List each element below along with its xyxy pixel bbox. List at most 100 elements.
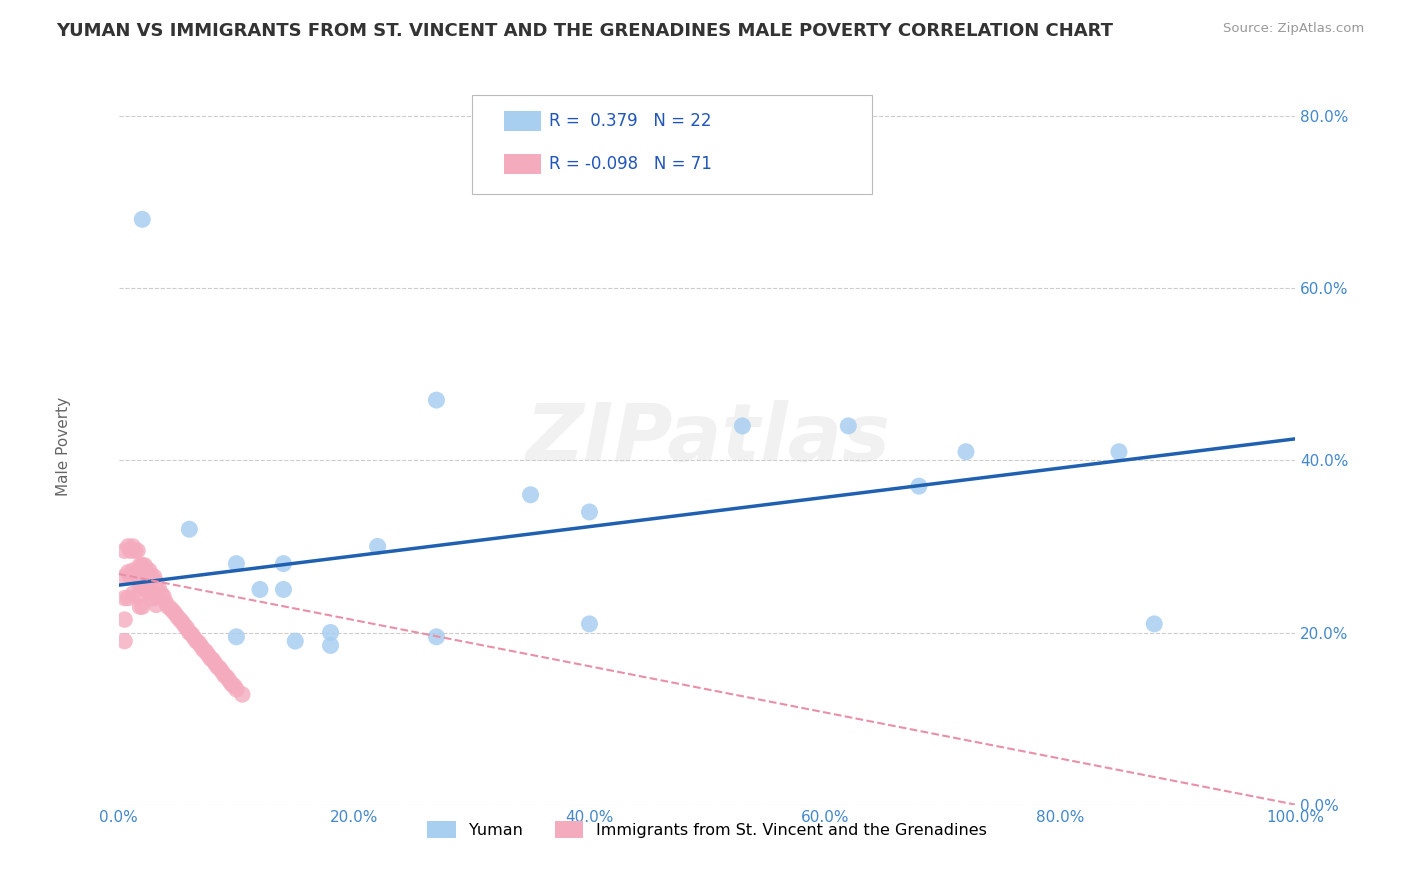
FancyBboxPatch shape bbox=[472, 95, 872, 194]
Point bbox=[180, 627, 202, 641]
Point bbox=[169, 613, 191, 627]
Text: R =  0.379   N = 22: R = 0.379 N = 22 bbox=[550, 112, 711, 130]
Point bbox=[155, 595, 177, 609]
Text: Male Poverty: Male Poverty bbox=[56, 396, 70, 496]
Point bbox=[214, 668, 236, 682]
Point bbox=[127, 543, 149, 558]
Point bbox=[190, 640, 212, 654]
Point bbox=[273, 557, 295, 571]
Point bbox=[131, 578, 153, 592]
Point bbox=[120, 569, 142, 583]
Point bbox=[193, 642, 215, 657]
Point bbox=[208, 662, 231, 676]
Point bbox=[176, 621, 198, 635]
Point bbox=[249, 582, 271, 597]
Text: R = -0.098   N = 71: R = -0.098 N = 71 bbox=[550, 155, 713, 173]
Point bbox=[121, 564, 143, 578]
Point bbox=[519, 488, 541, 502]
Point bbox=[141, 591, 163, 605]
Point bbox=[425, 393, 447, 408]
Point bbox=[231, 688, 253, 702]
Point bbox=[1108, 444, 1130, 458]
Point bbox=[145, 575, 167, 590]
Point bbox=[955, 444, 977, 458]
Point bbox=[165, 607, 187, 621]
Text: ZIPatlas: ZIPatlas bbox=[524, 400, 890, 478]
Point bbox=[204, 657, 226, 671]
Point bbox=[129, 578, 152, 592]
Point bbox=[319, 639, 342, 653]
Point bbox=[183, 631, 205, 645]
Point bbox=[114, 591, 136, 605]
Point bbox=[731, 418, 754, 433]
Point bbox=[225, 682, 247, 697]
Point bbox=[129, 599, 152, 614]
Point bbox=[131, 558, 153, 573]
Point bbox=[200, 651, 222, 665]
Point bbox=[136, 584, 159, 599]
Point bbox=[284, 634, 307, 648]
Point bbox=[225, 630, 247, 644]
Point bbox=[117, 566, 139, 580]
FancyBboxPatch shape bbox=[503, 111, 541, 131]
Point bbox=[222, 679, 245, 693]
Point bbox=[121, 587, 143, 601]
Point bbox=[131, 599, 153, 614]
Point bbox=[367, 540, 389, 554]
Point bbox=[114, 543, 136, 558]
Point bbox=[159, 601, 181, 615]
Point bbox=[143, 569, 166, 583]
Text: Source: ZipAtlas.com: Source: ZipAtlas.com bbox=[1223, 22, 1364, 36]
Point bbox=[124, 543, 146, 558]
Point bbox=[121, 540, 143, 554]
Point bbox=[150, 587, 173, 601]
Point bbox=[179, 625, 201, 640]
Point bbox=[114, 634, 136, 648]
Point bbox=[215, 670, 238, 684]
Point bbox=[186, 634, 208, 648]
Point bbox=[152, 590, 174, 604]
Point bbox=[157, 599, 180, 614]
Point bbox=[172, 615, 194, 630]
Point bbox=[194, 644, 217, 658]
Point bbox=[908, 479, 931, 493]
Point bbox=[136, 564, 159, 578]
Point bbox=[197, 648, 219, 662]
Point bbox=[117, 540, 139, 554]
Point bbox=[273, 582, 295, 597]
Point bbox=[138, 564, 160, 578]
Point bbox=[166, 610, 188, 624]
Point bbox=[837, 418, 859, 433]
Point bbox=[143, 591, 166, 605]
Point bbox=[148, 581, 170, 595]
Point bbox=[134, 581, 156, 595]
Point bbox=[138, 584, 160, 599]
Point bbox=[141, 569, 163, 583]
Point bbox=[162, 604, 184, 618]
Point bbox=[218, 673, 240, 688]
Point bbox=[134, 558, 156, 573]
Point bbox=[114, 569, 136, 583]
Point bbox=[201, 653, 224, 667]
Point bbox=[114, 613, 136, 627]
FancyBboxPatch shape bbox=[503, 154, 541, 174]
Point bbox=[117, 591, 139, 605]
Point bbox=[319, 625, 342, 640]
Point bbox=[173, 618, 195, 632]
Point bbox=[179, 522, 201, 536]
Point bbox=[145, 598, 167, 612]
Point bbox=[221, 677, 243, 691]
Point bbox=[1143, 616, 1166, 631]
Point bbox=[187, 636, 209, 650]
Point bbox=[578, 505, 600, 519]
Point bbox=[131, 212, 153, 227]
Point bbox=[124, 566, 146, 581]
Point bbox=[225, 557, 247, 571]
Point bbox=[578, 616, 600, 631]
Point bbox=[127, 590, 149, 604]
Point bbox=[129, 558, 152, 573]
Text: YUMAN VS IMMIGRANTS FROM ST. VINCENT AND THE GRENADINES MALE POVERTY CORRELATION: YUMAN VS IMMIGRANTS FROM ST. VINCENT AND… bbox=[56, 22, 1114, 40]
Point bbox=[211, 665, 233, 679]
Point bbox=[207, 660, 229, 674]
Point bbox=[425, 630, 447, 644]
